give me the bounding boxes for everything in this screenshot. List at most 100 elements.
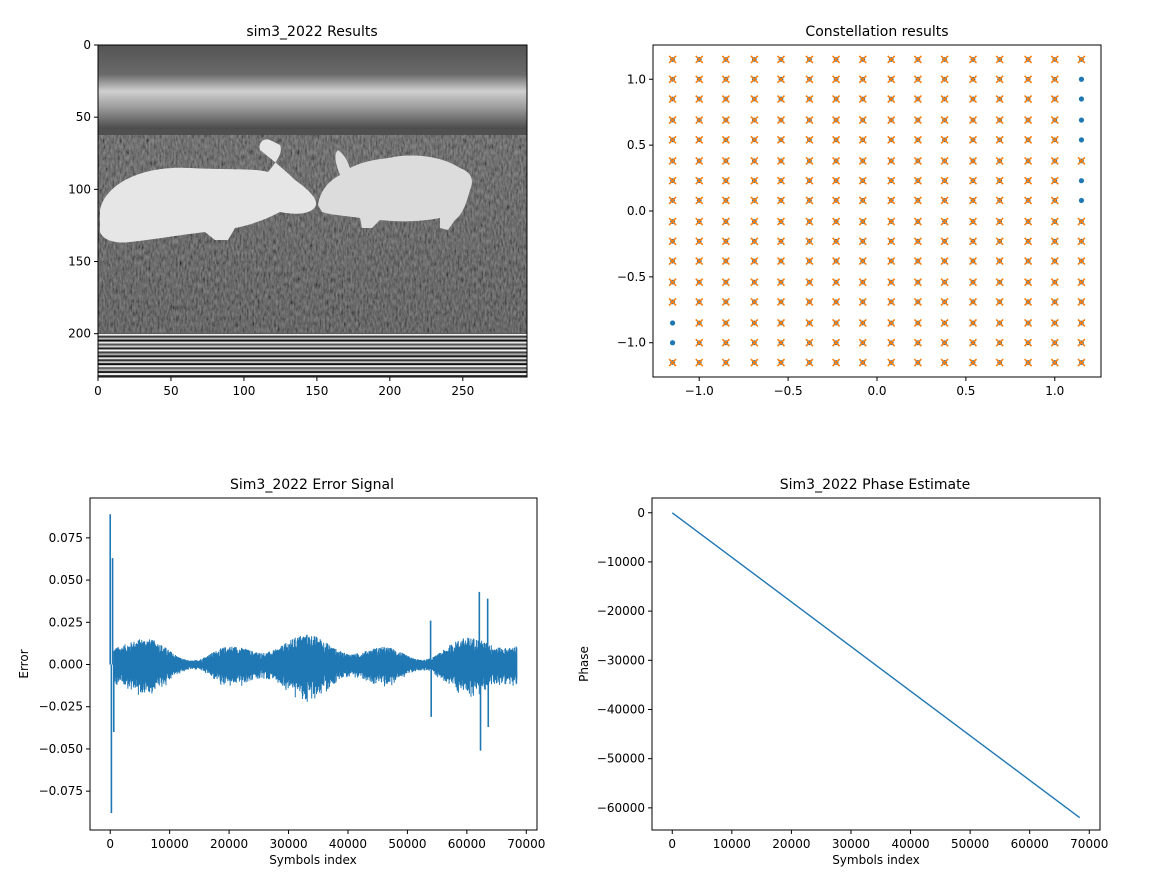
y-tick-label: 100 bbox=[68, 182, 91, 196]
ideal-point bbox=[858, 176, 867, 185]
ideal-point bbox=[858, 55, 867, 64]
ideal-point bbox=[750, 156, 759, 166]
ideal-point bbox=[995, 217, 1004, 226]
stripe bbox=[98, 359, 527, 362]
phase-plot-area bbox=[671, 512, 1081, 819]
received-point bbox=[1078, 117, 1085, 123]
ideal-point bbox=[858, 358, 867, 367]
ideal-point bbox=[1050, 55, 1059, 64]
ideal-point bbox=[805, 256, 814, 266]
ideal-point bbox=[1050, 217, 1059, 226]
ideal-point bbox=[968, 358, 978, 367]
ideal-point bbox=[776, 55, 786, 64]
ideal-point bbox=[940, 55, 949, 64]
error-frame bbox=[89, 497, 538, 831]
ideal-point bbox=[668, 217, 677, 226]
ideal-point bbox=[968, 75, 978, 84]
ideal-point bbox=[1050, 237, 1059, 246]
ideal-point bbox=[805, 338, 814, 347]
ideal-point bbox=[805, 217, 814, 226]
y-tick-label: 0.075 bbox=[49, 531, 83, 545]
y-tick-label: 0.025 bbox=[49, 615, 83, 629]
ideal-point bbox=[887, 196, 896, 205]
received-point bbox=[1078, 76, 1085, 82]
ideal-point bbox=[805, 318, 814, 328]
ideal-point bbox=[750, 196, 759, 205]
y-tick-label: −0.050 bbox=[39, 742, 83, 756]
ideal-point bbox=[858, 278, 867, 287]
stripe bbox=[98, 351, 527, 354]
ideal-point bbox=[668, 156, 677, 166]
ideal-point bbox=[858, 338, 867, 347]
y-tick-label: 0 bbox=[637, 506, 645, 520]
ideal-point bbox=[887, 278, 896, 287]
y-tick-label: −40000 bbox=[597, 702, 645, 716]
ideal-point bbox=[668, 297, 677, 306]
ideal-point bbox=[832, 256, 841, 266]
ideal-point bbox=[1024, 338, 1033, 347]
ideal-point bbox=[995, 196, 1004, 205]
ideal-point bbox=[776, 278, 786, 287]
ideal-point bbox=[995, 318, 1004, 328]
stripe bbox=[98, 357, 527, 360]
ideal-point bbox=[887, 135, 896, 144]
ideal-point bbox=[1050, 297, 1059, 306]
ideal-point bbox=[695, 94, 704, 104]
ideal-point bbox=[913, 94, 922, 104]
ideal-point bbox=[940, 196, 949, 205]
ideal-point bbox=[721, 94, 730, 104]
x-tick-label: 200 bbox=[378, 384, 401, 398]
ideal-point bbox=[805, 237, 814, 246]
ideal-point bbox=[1024, 217, 1033, 226]
x-tick-label: 10000 bbox=[151, 837, 189, 851]
ideal-point bbox=[750, 297, 759, 306]
ideal-point bbox=[721, 237, 730, 246]
ideal-point bbox=[750, 135, 759, 144]
ideal-point bbox=[940, 217, 949, 226]
ideal-point bbox=[968, 116, 978, 125]
ideal-point bbox=[887, 75, 896, 84]
x-tick-label: 0 bbox=[94, 384, 102, 398]
ideal-point bbox=[668, 278, 677, 287]
ideal-point bbox=[695, 116, 704, 125]
y-tick-label: 0.050 bbox=[49, 573, 83, 587]
ideal-point bbox=[913, 297, 922, 306]
x-tick-label: 20000 bbox=[210, 837, 248, 851]
ideal-point bbox=[668, 256, 677, 266]
ideal-point bbox=[887, 116, 896, 125]
ideal-point bbox=[1024, 135, 1033, 144]
stripe bbox=[98, 335, 527, 338]
ideal-point bbox=[887, 256, 896, 266]
ideal-point bbox=[721, 176, 730, 185]
ideal-point bbox=[695, 156, 704, 166]
ideal-point bbox=[858, 217, 867, 226]
ideal-point bbox=[832, 278, 841, 287]
stripe bbox=[98, 347, 527, 350]
error-ylabel: Error bbox=[17, 649, 31, 678]
ideal-point bbox=[695, 318, 704, 328]
x-tick-label: 0 bbox=[106, 837, 114, 851]
ideal-point bbox=[776, 196, 786, 205]
ideal-point bbox=[887, 156, 896, 166]
phase-series-line bbox=[671, 512, 1081, 819]
ideal-point bbox=[913, 176, 922, 185]
ideal-point bbox=[1024, 358, 1033, 367]
y-tick-label: −20000 bbox=[597, 604, 645, 618]
ideal-point bbox=[805, 75, 814, 84]
ideal-point bbox=[887, 94, 896, 104]
ideal-point bbox=[995, 135, 1004, 144]
ideal-point bbox=[750, 237, 759, 246]
received-point bbox=[669, 340, 676, 346]
ideal-point bbox=[832, 135, 841, 144]
stripe bbox=[98, 367, 527, 370]
y-tick-label: −1.0 bbox=[617, 336, 646, 350]
stripe bbox=[98, 365, 527, 368]
ideal-point bbox=[913, 196, 922, 205]
ideal-point bbox=[668, 135, 677, 144]
ideal-point bbox=[1077, 278, 1086, 287]
ideal-point bbox=[668, 196, 677, 205]
ideal-point bbox=[750, 116, 759, 125]
x-tick-label: 40000 bbox=[891, 837, 929, 851]
ideal-point bbox=[1024, 75, 1033, 84]
ideal-point bbox=[940, 75, 949, 84]
